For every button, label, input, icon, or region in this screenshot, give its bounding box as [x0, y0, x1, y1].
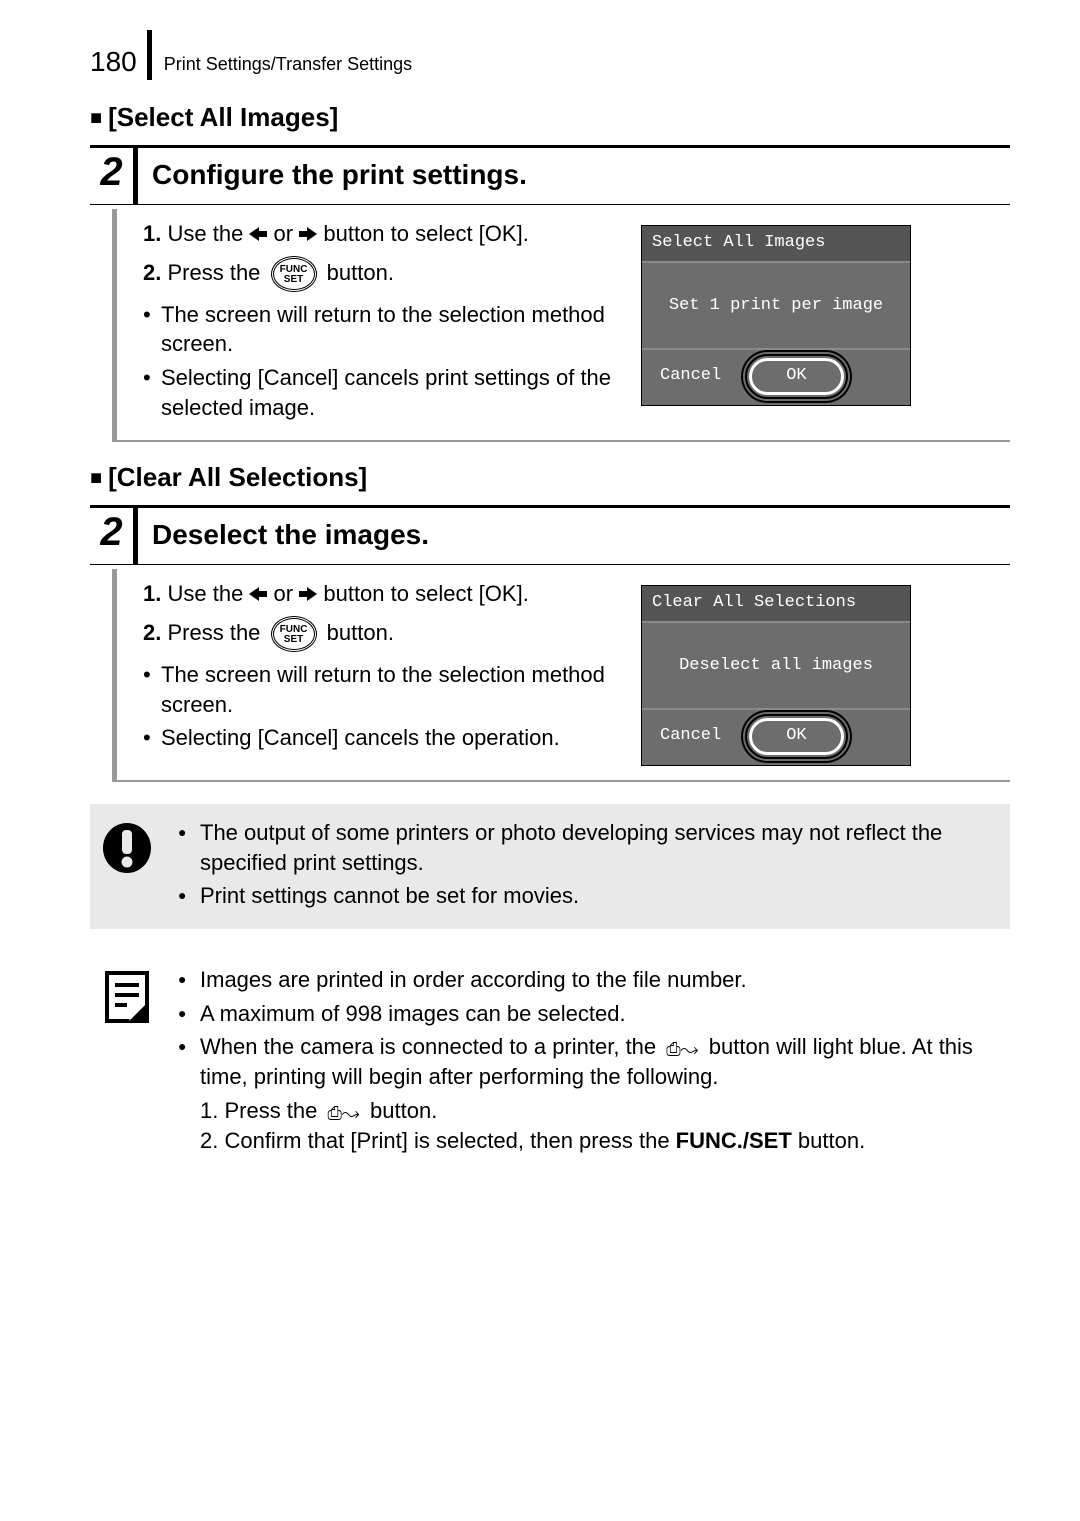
s2a: 2. Confirm that [Print] is selected, the…	[200, 1128, 676, 1153]
li2a: Press the	[167, 259, 266, 284]
page-header: 180 Print Settings/Transfer Settings	[90, 30, 1010, 80]
sub-step-2: 2. Confirm that [Print] is selected, the…	[200, 1126, 990, 1156]
step-body-2: 1. Use the or button to select [OK]. 2. …	[112, 569, 1010, 782]
s2li1c: button to select [OK].	[323, 581, 528, 606]
section2-heading-text: [Clear All Selections]	[108, 462, 367, 492]
warning-icon	[100, 818, 154, 882]
lcd-select-all: Select All Images Set 1 print per image …	[641, 225, 911, 406]
lcd-title: Select All Images	[642, 226, 910, 263]
lcd-cancel-button[interactable]: Cancel	[660, 725, 721, 748]
func-set-icon: FUNC SET	[271, 256, 317, 292]
step-title: Deselect the images.	[138, 508, 429, 564]
step-title: Configure the print settings.	[138, 148, 527, 204]
warn-item-2: Print settings cannot be set for movies.	[178, 881, 990, 911]
s2li1b: or	[274, 581, 300, 606]
step-row-2: 2 Deselect the images.	[90, 505, 1010, 565]
s2li2a: Press the	[167, 620, 266, 645]
lcd-clear-all: Clear All Selections Deselect all images…	[641, 585, 911, 766]
s2li1a: Use the	[167, 581, 249, 606]
print-share-icon: ⎙↝	[328, 1101, 360, 1125]
li2b: button.	[327, 259, 394, 284]
bullet-2: Selecting [Cancel] cancels the operation…	[143, 723, 623, 753]
section-heading-select-all: ■ [Select All Images]	[90, 100, 1010, 135]
warn-item-1: The output of some printers or photo dev…	[178, 818, 990, 877]
info-item-1: Images are printed in order according to…	[178, 965, 990, 995]
header-title: Print Settings/Transfer Settings	[164, 52, 412, 80]
step-number: 2	[90, 508, 138, 564]
right-arrow-icon	[299, 222, 323, 247]
step-row-1: 2 Configure the print settings.	[90, 145, 1010, 205]
li1a: Use the	[167, 221, 249, 246]
s1a: 1. Press the	[200, 1098, 324, 1123]
bullet-1: The screen will return to the selection …	[143, 300, 623, 359]
info-list: Images are printed in order according to…	[178, 965, 990, 1159]
warning-list: The output of some printers or photo dev…	[178, 818, 990, 915]
func-bot: SET	[284, 275, 303, 285]
warning-note: The output of some printers or photo dev…	[90, 804, 1010, 929]
memo-icon	[100, 965, 154, 1033]
s2li2b: button.	[327, 620, 394, 645]
left-arrow-icon	[249, 222, 273, 247]
square-bullet-icon: ■	[90, 467, 102, 489]
lcd-message: Deselect all images	[642, 623, 910, 710]
func-bot: SET	[284, 635, 303, 645]
square-bullet-icon: ■	[90, 107, 102, 129]
print-share-icon: ⎙↝	[666, 1037, 698, 1061]
instruction-2: 2. Press the FUNC SET button.	[143, 616, 623, 652]
n3a: When the camera is connected to a printe…	[200, 1034, 662, 1059]
func-set-icon: FUNC SET	[271, 616, 317, 652]
section-heading-clear-all: ■ [Clear All Selections]	[90, 460, 1010, 495]
s2c: button.	[792, 1128, 865, 1153]
bullet-2: Selecting [Cancel] cancels print setting…	[143, 363, 623, 422]
li1c: button to select [OK].	[323, 221, 528, 246]
step-body-1: 1. Use the or button to select [OK]. 2. …	[112, 209, 1010, 442]
instruction-2: 2. Press the FUNC SET button.	[143, 256, 623, 292]
lcd-ok-button[interactable]: OK	[749, 718, 843, 755]
info-note: Images are printed in order according to…	[90, 951, 1010, 1173]
section1-heading-text: [Select All Images]	[108, 102, 338, 132]
lcd-cancel-button[interactable]: Cancel	[660, 365, 721, 388]
info-item-2: A maximum of 998 images can be selected.	[178, 999, 990, 1029]
info-item-3: When the camera is connected to a printe…	[178, 1032, 990, 1155]
lcd-message: Set 1 print per image	[642, 263, 910, 350]
page-number: 180	[90, 30, 152, 80]
s2b: FUNC./SET	[676, 1128, 792, 1153]
lcd-ok-button[interactable]: OK	[749, 358, 843, 395]
instruction-1: 1. Use the or button to select [OK].	[143, 579, 623, 610]
step-text-2: 1. Use the or button to select [OK]. 2. …	[143, 579, 623, 766]
lcd-title: Clear All Selections	[642, 586, 910, 623]
li1b: or	[274, 221, 300, 246]
sub-step-1: 1. Press the ⎙↝ button.	[200, 1096, 990, 1126]
step-text-1: 1. Use the or button to select [OK]. 2. …	[143, 219, 623, 426]
right-arrow-icon	[299, 582, 323, 607]
instruction-1: 1. Use the or button to select [OK].	[143, 219, 623, 250]
bullet-1: The screen will return to the selection …	[143, 660, 623, 719]
step-number: 2	[90, 148, 138, 204]
s1b: button.	[364, 1098, 437, 1123]
left-arrow-icon	[249, 582, 273, 607]
